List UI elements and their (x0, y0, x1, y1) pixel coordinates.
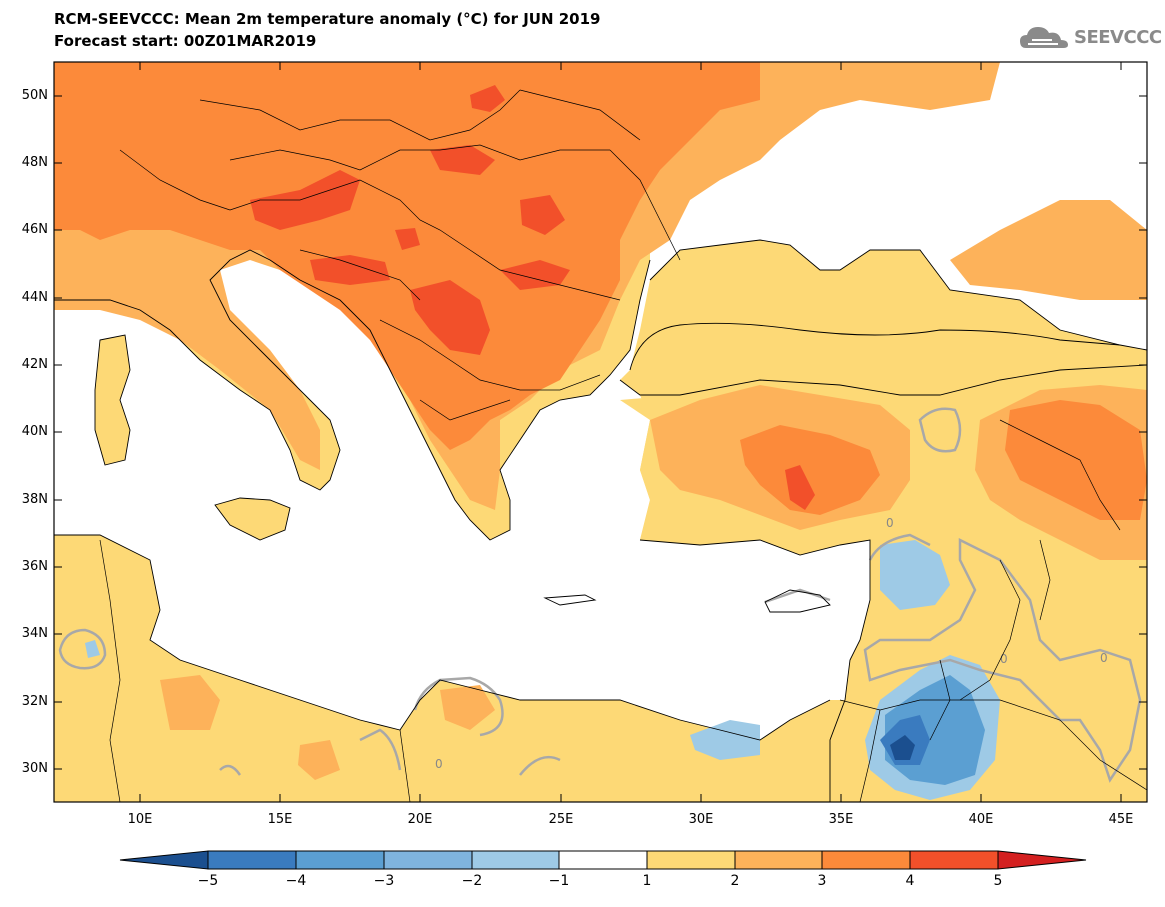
contour-label-0-a: 0 (435, 757, 443, 771)
colorbar-tick-4: 4 (905, 873, 915, 889)
colorbar-tick-5: 5 (993, 873, 1003, 889)
colorbar-tick--2: −2 (461, 873, 483, 889)
land-sardinia-corsica (95, 335, 130, 465)
colorbar-seg-1 (207, 850, 297, 870)
land-sicily (215, 498, 290, 540)
lat-label-36n: 36N (21, 559, 48, 574)
lat-label-38n: 38N (21, 492, 48, 507)
colorbar-seg-2 (295, 850, 385, 870)
lon-label-30e: 30E (688, 812, 714, 827)
lon-label-40e: 40E (968, 812, 994, 827)
colorbar-seg-4 (471, 850, 560, 870)
anomaly-zone-2to3-africa-2 (440, 685, 495, 730)
forecast-start-label: Forecast start: 00Z01MAR2019 (54, 32, 317, 50)
seevccc-logo: SEEVCCC (1018, 22, 1162, 52)
anomaly-zone-4to5-balkans (410, 280, 490, 355)
map-title: RCM-SEEVCCC: Mean 2m temperature anomaly… (54, 10, 601, 28)
logo-text: SEEVCCC (1074, 26, 1162, 48)
colorbar-tick-3: 3 (817, 873, 827, 889)
anomaly-zone-neg4to5-arabia (890, 735, 915, 760)
colorbar-seg-3 (383, 850, 473, 870)
colorbar-seg-7 (734, 850, 823, 870)
anomaly-zone-2to3-africa-3 (298, 740, 340, 780)
lat-label-30n: 30N (21, 761, 48, 776)
colorbar (119, 850, 1087, 870)
land-europe (54, 62, 1147, 802)
lon-label-10e: 10E (127, 812, 153, 827)
lon-label-25e: 25E (548, 812, 574, 827)
colorbar-tick-2: 2 (730, 873, 740, 889)
contour-label-0-b: 0 (886, 516, 894, 530)
anomaly-zone-neg1to2-syria (880, 540, 950, 610)
lon-label-15e: 15E (267, 812, 293, 827)
anomaly-zone-2to3-africa-1 (160, 675, 220, 730)
lat-label-32n: 32N (21, 694, 48, 709)
contour-label-0-c: 0 (1000, 652, 1008, 666)
colorbar-seg-9 (909, 850, 999, 870)
anomaly-zone-3to4-east (1005, 400, 1147, 520)
land-north-africa (54, 535, 850, 802)
colorbar-tick--3: −3 (373, 873, 395, 889)
anomaly-zone-3to4 (54, 62, 760, 450)
lat-ticks (54, 95, 1147, 770)
contour-label-0-d: 0 (1100, 651, 1108, 665)
anomaly-zone-4to5-turkey (785, 465, 815, 510)
colorbar-seg-lt-5 (119, 850, 209, 870)
lat-label-40n: 40N (21, 424, 48, 439)
cloud-logo-icon (1020, 27, 1068, 48)
lat-label-44n: 44N (21, 290, 48, 305)
coastlines (54, 239, 1147, 802)
country-borders (99, 89, 1147, 802)
lon-ticks (139, 62, 1122, 802)
lon-label-35e: 35E (828, 812, 854, 827)
anomaly-zone-4to5-romania-2 (500, 260, 570, 290)
colorbar-tick-1: 1 (642, 873, 652, 889)
zero-contours (58, 407, 1142, 783)
lat-label-42n: 42N (21, 357, 48, 372)
anomaly-zone-3to4-turkey (740, 425, 880, 515)
lat-label-50n: 50N (21, 88, 48, 103)
lon-label-20e: 20E (407, 812, 433, 827)
anomaly-zone-4to5-hungary (250, 170, 360, 230)
colorbar-seg-8 (821, 850, 911, 870)
colorbar-seg-gt-5 (997, 850, 1087, 870)
anomaly-zone-4to5-bosnia (395, 228, 420, 250)
anomaly-zone-2to3-caucasus (950, 200, 1147, 300)
colorbar-seg-6 (646, 850, 736, 870)
colorbar-seg-5 (558, 850, 648, 870)
lat-label-46n: 46N (21, 222, 48, 237)
colorbar-tick--5: −5 (197, 873, 219, 889)
anomaly-zone-4to5-north-2 (470, 85, 505, 112)
colorbar-tick--4: −4 (285, 873, 307, 889)
anomaly-zone-4to5-north (430, 145, 495, 175)
lat-label-48n: 48N (21, 155, 48, 170)
anomaly-zone-neg1to2-tunisia (85, 640, 100, 658)
anomaly-zone-4to5-romania (520, 195, 565, 235)
anomaly-zone-4to5-serbia (310, 255, 390, 285)
anomaly-zone-neg1to2-egypt (690, 720, 760, 760)
lat-label-34n: 34N (21, 626, 48, 641)
colorbar-tick--1: −1 (548, 873, 570, 889)
lon-label-45e: 45E (1108, 812, 1134, 827)
